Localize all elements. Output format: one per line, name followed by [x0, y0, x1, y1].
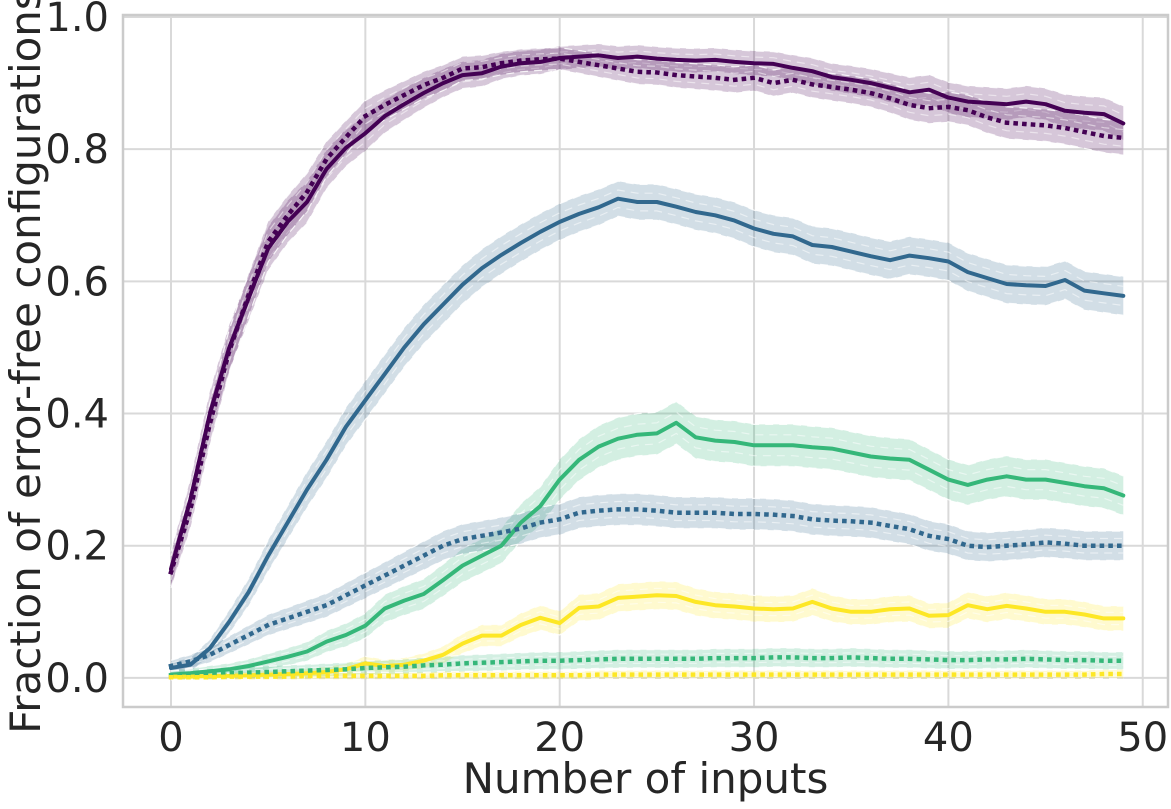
y-tick-label: 0.8	[45, 127, 109, 173]
band-streak-blue-solid	[170, 206, 1124, 672]
confidence-band-purple-solid	[171, 44, 1124, 587]
band-streak-green-solid	[170, 432, 1124, 678]
y-tick-label: 0.2	[45, 524, 109, 570]
series-line-blue-solid	[169, 196, 1126, 670]
y-axis-label: Fraction of error-free configurations	[1, 0, 50, 734]
series-line-green-solid	[169, 420, 1126, 677]
confidence-bands	[170, 43, 1124, 681]
y-tick-label: 1.0	[45, 0, 109, 41]
band-streak-blue-dotted	[170, 493, 1124, 661]
series-line-blue-dotted	[168, 507, 1126, 669]
y-tick-labels: 0.0 0.2 0.4 0.6 0.8 1.0	[45, 0, 109, 702]
x-tick-label: 10	[340, 715, 391, 761]
y-tick-label: 0.4	[45, 392, 109, 438]
confidence-band-yellow-solid	[171, 581, 1124, 680]
series-line-yellow-dotted	[168, 671, 1126, 680]
band-streak-green-dotted	[170, 652, 1124, 674]
series-line-purple-solid	[169, 53, 1126, 571]
band-streak-blue-solid	[170, 215, 1124, 675]
band-streak-purple-dotted	[170, 68, 1124, 589]
x-tick-label: 30	[729, 715, 780, 761]
x-tick-labels: 0 10 20 30 40 50	[158, 715, 1168, 761]
x-tick-label: 20	[534, 715, 585, 761]
band-streak-green-solid	[170, 411, 1124, 674]
series-line-green-dotted	[168, 655, 1126, 678]
x-tick-label: 40	[923, 715, 974, 761]
confidence-band-blue-dotted	[171, 493, 1124, 672]
band-streak-yellow-dotted	[171, 677, 1124, 681]
plot-border	[121, 13, 1170, 709]
confidence-band-green-solid	[171, 401, 1124, 679]
band-streak-blue-dotted	[170, 524, 1124, 673]
series-lines	[168, 53, 1126, 680]
series-line-purple-dotted	[168, 56, 1126, 576]
band-streak-blue-dotted	[170, 500, 1124, 664]
x-tick-label: 0	[158, 715, 183, 761]
band-streak-blue-solid	[170, 180, 1124, 663]
x-tick-label: 50	[1117, 715, 1168, 761]
x-axis-label: Number of inputs	[462, 754, 829, 803]
y-tick-label: 0.6	[45, 259, 109, 305]
y-tick-label: 0.0	[45, 656, 109, 702]
band-streak-green-dotted	[170, 647, 1124, 672]
band-streak-purple-dotted	[170, 47, 1124, 557]
band-streak-blue-dotted	[170, 516, 1124, 670]
band-streak-blue-solid	[170, 189, 1124, 666]
